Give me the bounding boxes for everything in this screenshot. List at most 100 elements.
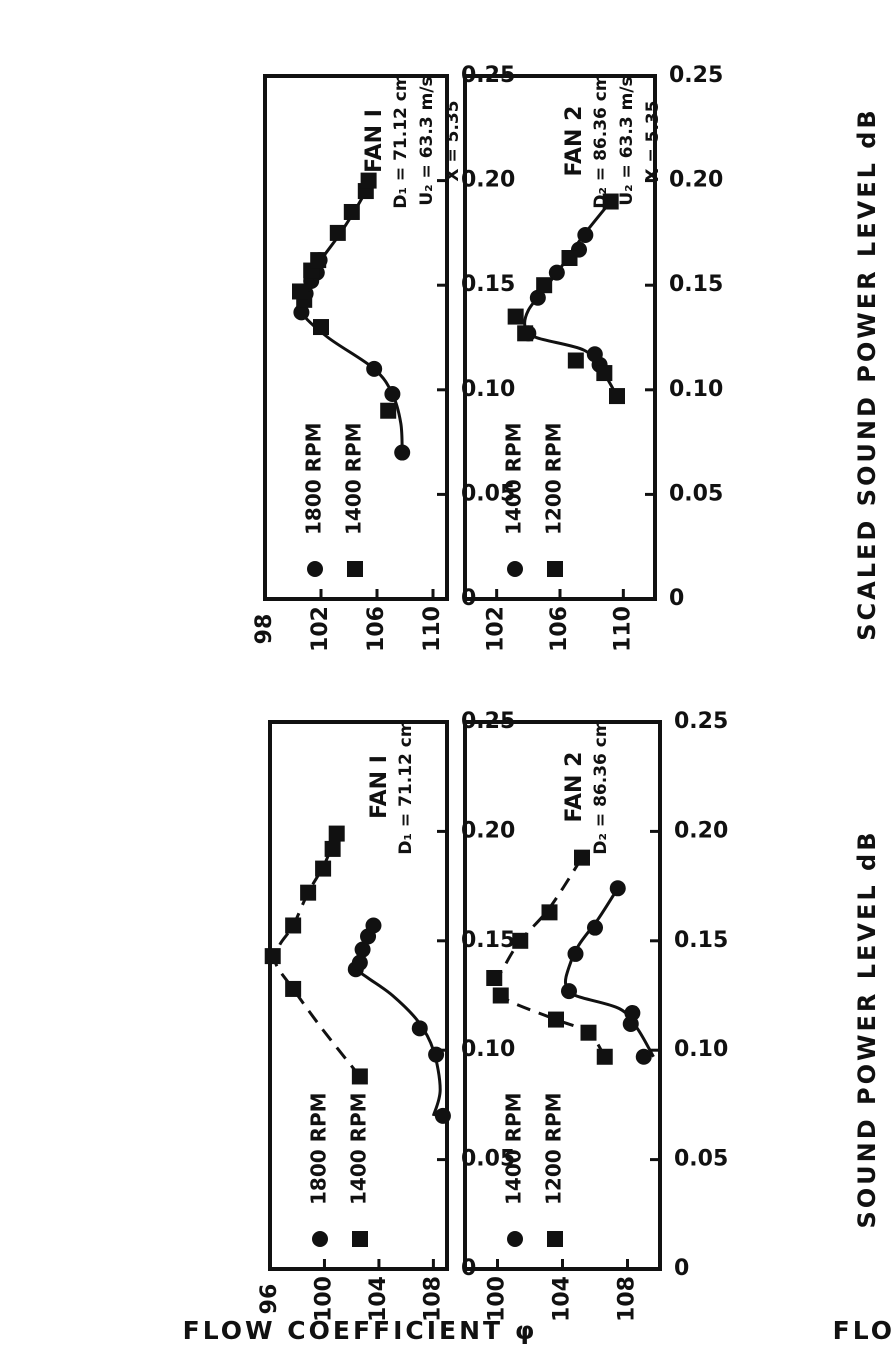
x-tick-label: 0.10 xyxy=(461,1037,515,1062)
panel-annotation: D₁ = 71.12 cm xyxy=(391,73,411,208)
data-point xyxy=(329,826,345,842)
series-curve-1 xyxy=(565,888,653,1056)
x-tick-label: 0.20 xyxy=(461,168,515,193)
data-point xyxy=(542,904,558,920)
panel-title: FAN I xyxy=(362,109,387,173)
data-point xyxy=(508,309,524,325)
y-tick-label: 106 xyxy=(547,606,572,652)
data-point xyxy=(562,250,578,266)
data-point xyxy=(330,225,346,241)
x-tick-label: 0.15 xyxy=(669,272,723,297)
x-tick-label: 0 xyxy=(669,586,684,611)
x-tick-label: 0.20 xyxy=(461,818,515,843)
data-point xyxy=(315,861,331,877)
x-tick-label: 0.10 xyxy=(461,377,515,402)
data-point xyxy=(568,946,584,962)
data-point xyxy=(285,981,301,997)
chart-panel-4: 0 0.05 0.10 0.15 0.20 0.25 102 106 110 1400 RPM 12… xyxy=(465,63,723,652)
data-point xyxy=(428,1047,444,1063)
panel-title: FAN 2 xyxy=(562,752,587,823)
data-point xyxy=(344,204,360,220)
legend-marker xyxy=(312,1231,328,1247)
x-axis-label-right: FLOW COEFFICIENT φ xyxy=(833,1316,893,1345)
data-point xyxy=(624,1005,640,1021)
legend-label: 1800 RPM xyxy=(302,422,326,535)
legend-label: 1400 RPM xyxy=(347,1092,371,1205)
data-point xyxy=(310,252,326,268)
y-tick-label: 102 xyxy=(484,606,509,652)
data-point xyxy=(412,1020,428,1036)
x-tick-label: 0.05 xyxy=(669,481,723,506)
x-tick-label: 0.10 xyxy=(669,377,723,402)
x-tick-label: 0.20 xyxy=(674,818,728,843)
y-axis-label-scaled-sound-power: SCALED SOUND POWER LEVEL dB xyxy=(853,107,881,640)
data-point xyxy=(325,841,341,857)
panel-annotation: U₂ = 63.3 m/s xyxy=(617,76,637,205)
data-point xyxy=(265,948,281,964)
data-point xyxy=(352,1068,368,1084)
data-point xyxy=(548,1012,564,1028)
y-tick-label: 106 xyxy=(364,606,389,652)
y-tick-label: 110 xyxy=(610,606,635,652)
data-point xyxy=(394,445,410,461)
x-tick-label: 0.10 xyxy=(674,1037,728,1062)
x-tick-label: 0 xyxy=(674,1256,689,1281)
x-tick-label: 0.25 xyxy=(669,63,723,88)
data-point xyxy=(610,880,626,896)
data-point xyxy=(493,988,509,1004)
data-point xyxy=(361,173,377,189)
panel-title: FAN I xyxy=(367,755,392,819)
data-point xyxy=(581,1025,597,1041)
panel-annotation: D₁ = 71.12 cm xyxy=(396,719,416,854)
panel-annotation: D₂ = 86.36 cm xyxy=(591,719,611,854)
x-tick-label: 0.25 xyxy=(674,709,728,734)
data-point xyxy=(596,365,612,381)
data-point xyxy=(300,885,316,901)
y-tick-label: 104 xyxy=(550,1276,575,1322)
legend-marker xyxy=(507,1231,523,1247)
data-point xyxy=(512,933,528,949)
data-point xyxy=(536,277,552,293)
data-point xyxy=(313,319,329,335)
panel-title: FAN 2 xyxy=(562,106,587,177)
y-axis-label-sound-power: SOUND POWER LEVEL dB xyxy=(853,829,881,1228)
data-point xyxy=(285,917,301,933)
data-point xyxy=(384,386,400,402)
data-point xyxy=(636,1049,652,1065)
legend-marker xyxy=(507,561,523,577)
y-tick-label: 110 xyxy=(420,606,445,652)
legend-label: 1400 RPM xyxy=(502,1092,526,1205)
chart-panel-2: 0 0.05 0.10 0.15 0.20 0.25 100 104 108 1400 RPM 12… xyxy=(465,709,728,1322)
y-tick-label: 108 xyxy=(615,1276,640,1322)
legend-marker xyxy=(347,561,363,577)
x-tick-label: 0.20 xyxy=(669,168,723,193)
data-point xyxy=(587,346,603,362)
data-point xyxy=(352,955,368,971)
data-point xyxy=(568,353,584,369)
x-tick-label: 0.15 xyxy=(461,272,515,297)
data-point xyxy=(517,325,533,341)
data-point xyxy=(574,850,590,866)
legend-marker xyxy=(352,1231,368,1247)
data-point xyxy=(597,1049,613,1065)
data-point xyxy=(380,403,396,419)
data-point xyxy=(561,983,577,999)
y-tick-label: 102 xyxy=(308,606,333,652)
legend-marker xyxy=(547,1231,563,1247)
data-point xyxy=(587,920,603,936)
legend-marker xyxy=(547,561,563,577)
x-tick-label: 0.15 xyxy=(461,928,515,953)
data-point xyxy=(577,227,593,243)
x-axis-label-left: FLOW COEFFICIENT φ xyxy=(183,1316,538,1345)
panel-annotation: U₂ = 63.3 m/s xyxy=(417,76,437,205)
x-tick-label: 0.15 xyxy=(674,928,728,953)
data-point xyxy=(366,361,382,377)
data-point xyxy=(365,917,381,933)
legend-marker xyxy=(307,561,323,577)
panel-annotation: D₂ = 86.36 cm xyxy=(591,73,611,208)
legend-label: 1400 RPM xyxy=(342,422,366,535)
